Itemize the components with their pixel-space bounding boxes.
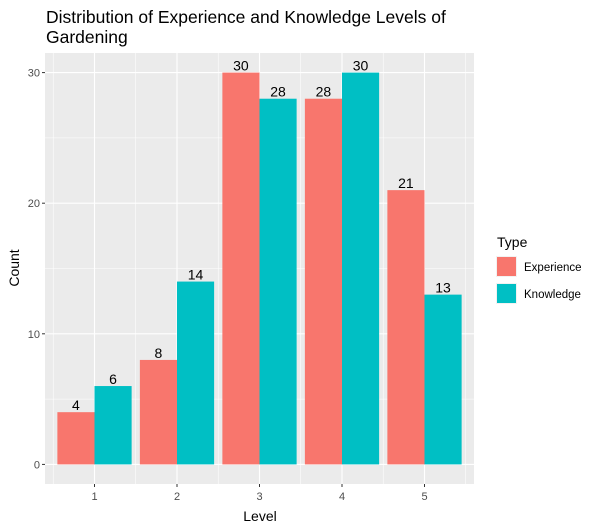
x-axis-title: Level [243,508,276,524]
legend-swatch-experience [497,257,516,276]
y-tick-label: 0 [34,459,40,471]
data-label-knowledge-level-5: 13 [435,280,451,296]
legend-swatch-knowledge [497,284,516,303]
bar-experience-level-4 [304,98,342,465]
bar-experience-level-5 [387,190,425,465]
chart-title-line-2: Gardening [46,27,128,47]
bar-experience-level-1 [57,412,95,465]
legend: Type Experience Knowledge [496,234,582,304]
y-tick-label: 30 [28,68,40,80]
bar-knowledge-level-2 [177,281,215,465]
x-tick-label: 1 [91,491,97,503]
x-axis: 1 2 3 4 5 [91,484,428,503]
y-axis: 0 10 20 30 [28,68,45,471]
bar-knowledge-level-5 [424,294,462,465]
bar-experience-level-3 [222,72,260,465]
chart-title-line-1: Distribution of Experience and Knowledge… [46,7,446,27]
legend-label-experience: Experience [524,262,582,274]
bar-knowledge-level-1 [94,386,132,465]
bar-labels: 4 6 8 14 30 28 28 30 21 13 [72,58,451,414]
y-tick-label: 10 [28,329,40,341]
y-axis-title: Count [6,249,22,286]
data-label-knowledge-level-4: 30 [353,58,369,74]
bar-knowledge-level-3 [259,98,297,465]
x-tick-label: 2 [174,491,180,503]
x-tick-label: 5 [421,491,427,503]
y-tick-label: 20 [28,198,40,210]
bar-knowledge-level-4 [342,72,380,465]
bar-experience-level-2 [139,359,177,465]
x-tick-label: 4 [339,491,345,503]
x-tick-label: 3 [256,491,262,503]
data-label-experience-level-4: 28 [316,84,332,100]
data-label-experience-level-1: 4 [72,397,80,413]
data-label-experience-level-5: 21 [398,175,414,191]
data-label-knowledge-level-1: 6 [109,371,117,387]
data-label-experience-level-3: 30 [233,58,249,74]
legend-label-knowledge: Knowledge [524,289,581,301]
legend-title: Type [497,234,528,250]
data-label-knowledge-level-2: 14 [188,267,204,283]
bars [57,72,462,465]
data-label-knowledge-level-3: 28 [270,84,286,100]
data-label-experience-level-2: 8 [155,345,163,361]
